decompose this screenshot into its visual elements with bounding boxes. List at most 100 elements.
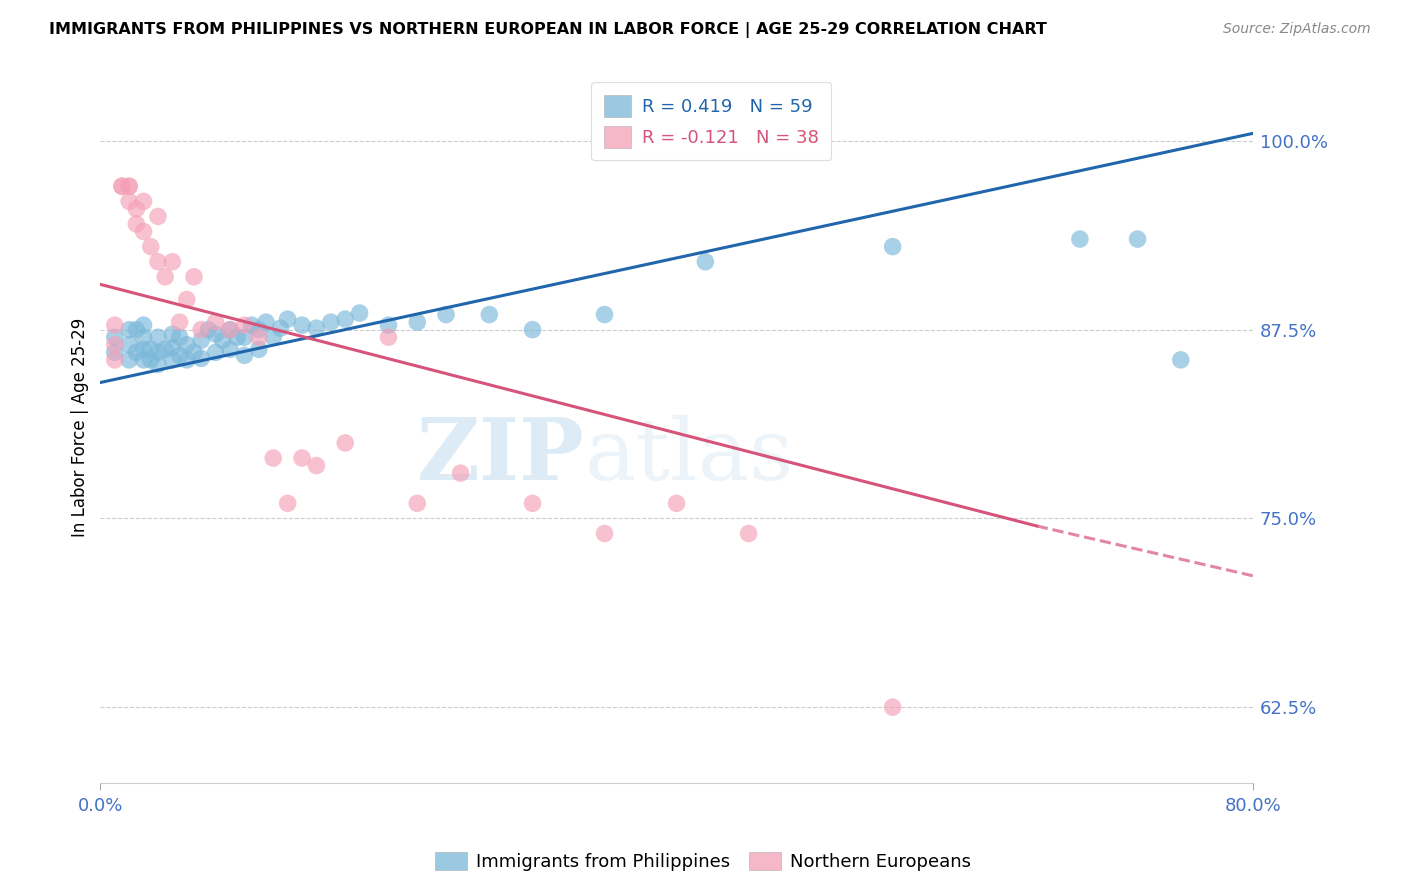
Text: Source: ZipAtlas.com: Source: ZipAtlas.com (1223, 22, 1371, 37)
Point (1069, 232, 1091, 246)
Point (254, 315, 277, 329)
Point (204, 327, 226, 342)
Point (305, 458, 328, 473)
Point (247, 323, 270, 337)
Point (593, 526, 616, 541)
Point (377, 318, 399, 333)
Point (125, 345, 148, 359)
Point (219, 323, 242, 337)
Point (118, 352, 141, 367)
Point (104, 345, 127, 359)
Point (450, 466, 472, 480)
Point (146, 358, 169, 372)
Text: IMMIGRANTS FROM PHILIPPINES VS NORTHERN EUROPEAN IN LABOR FORCE | AGE 25-29 CORR: IMMIGRANTS FROM PHILIPPINES VS NORTHERN … (49, 22, 1047, 38)
Point (169, 348, 191, 362)
Point (335, 312, 357, 326)
Point (132, 330, 155, 344)
Legend: Immigrants from Philippines, Northern Europeans: Immigrants from Philippines, Northern Eu… (427, 845, 979, 879)
Point (132, 318, 155, 333)
Point (478, 308, 501, 322)
Point (593, 308, 616, 322)
Point (153, 269, 176, 284)
Point (219, 323, 242, 337)
Point (269, 321, 291, 335)
Point (162, 352, 184, 367)
Point (132, 343, 155, 357)
Point (118, 194, 141, 209)
Point (1170, 352, 1192, 367)
Point (434, 308, 457, 322)
Point (211, 333, 233, 347)
Point (111, 179, 134, 194)
Point (146, 330, 169, 344)
Text: ZIP: ZIP (416, 414, 585, 499)
Point (132, 352, 155, 367)
Point (305, 321, 328, 335)
Point (406, 315, 429, 329)
Point (226, 330, 249, 344)
Point (197, 323, 219, 337)
Point (190, 323, 212, 337)
Point (104, 338, 127, 352)
Point (291, 318, 314, 333)
Point (233, 330, 256, 344)
Y-axis label: In Labor Force | Age 25-29: In Labor Force | Age 25-29 (72, 318, 89, 538)
Point (132, 225, 155, 239)
Point (169, 330, 191, 344)
Point (139, 343, 162, 357)
Point (176, 293, 198, 307)
Point (522, 323, 544, 337)
Point (335, 436, 357, 450)
Point (111, 179, 134, 194)
Point (139, 239, 162, 253)
Point (277, 312, 299, 326)
Point (176, 338, 198, 352)
Point (377, 330, 399, 344)
Point (247, 343, 270, 357)
Point (104, 318, 127, 333)
Point (125, 202, 148, 216)
Point (162, 254, 184, 268)
Point (695, 254, 717, 268)
Point (153, 343, 176, 357)
Point (204, 315, 226, 329)
Point (139, 352, 162, 367)
Point (118, 323, 141, 337)
Point (522, 496, 544, 510)
Point (204, 345, 226, 359)
Point (737, 526, 759, 541)
Point (882, 700, 904, 714)
Point (247, 330, 270, 344)
Point (132, 194, 155, 209)
Point (118, 179, 141, 194)
Point (190, 351, 212, 366)
Point (125, 217, 148, 231)
Point (233, 318, 256, 333)
Point (118, 179, 141, 194)
Point (262, 450, 284, 465)
Point (233, 348, 256, 362)
Point (146, 210, 169, 224)
Point (125, 323, 148, 337)
Point (882, 239, 904, 253)
Point (291, 450, 314, 465)
Point (277, 496, 299, 510)
Point (406, 496, 429, 510)
Point (319, 315, 342, 329)
Point (262, 330, 284, 344)
Point (240, 318, 263, 333)
Point (146, 345, 169, 359)
Text: atlas: atlas (585, 415, 793, 498)
Point (665, 496, 688, 510)
Point (183, 269, 205, 284)
Point (118, 338, 141, 352)
Point (169, 315, 191, 329)
Point (104, 352, 127, 367)
Legend: R = 0.419   N = 59, R = -0.121   N = 38: R = 0.419 N = 59, R = -0.121 N = 38 (591, 82, 831, 161)
Point (176, 352, 198, 367)
Point (104, 330, 127, 344)
Point (162, 341, 184, 355)
Point (1126, 232, 1149, 246)
Point (146, 254, 169, 268)
Point (219, 343, 242, 357)
